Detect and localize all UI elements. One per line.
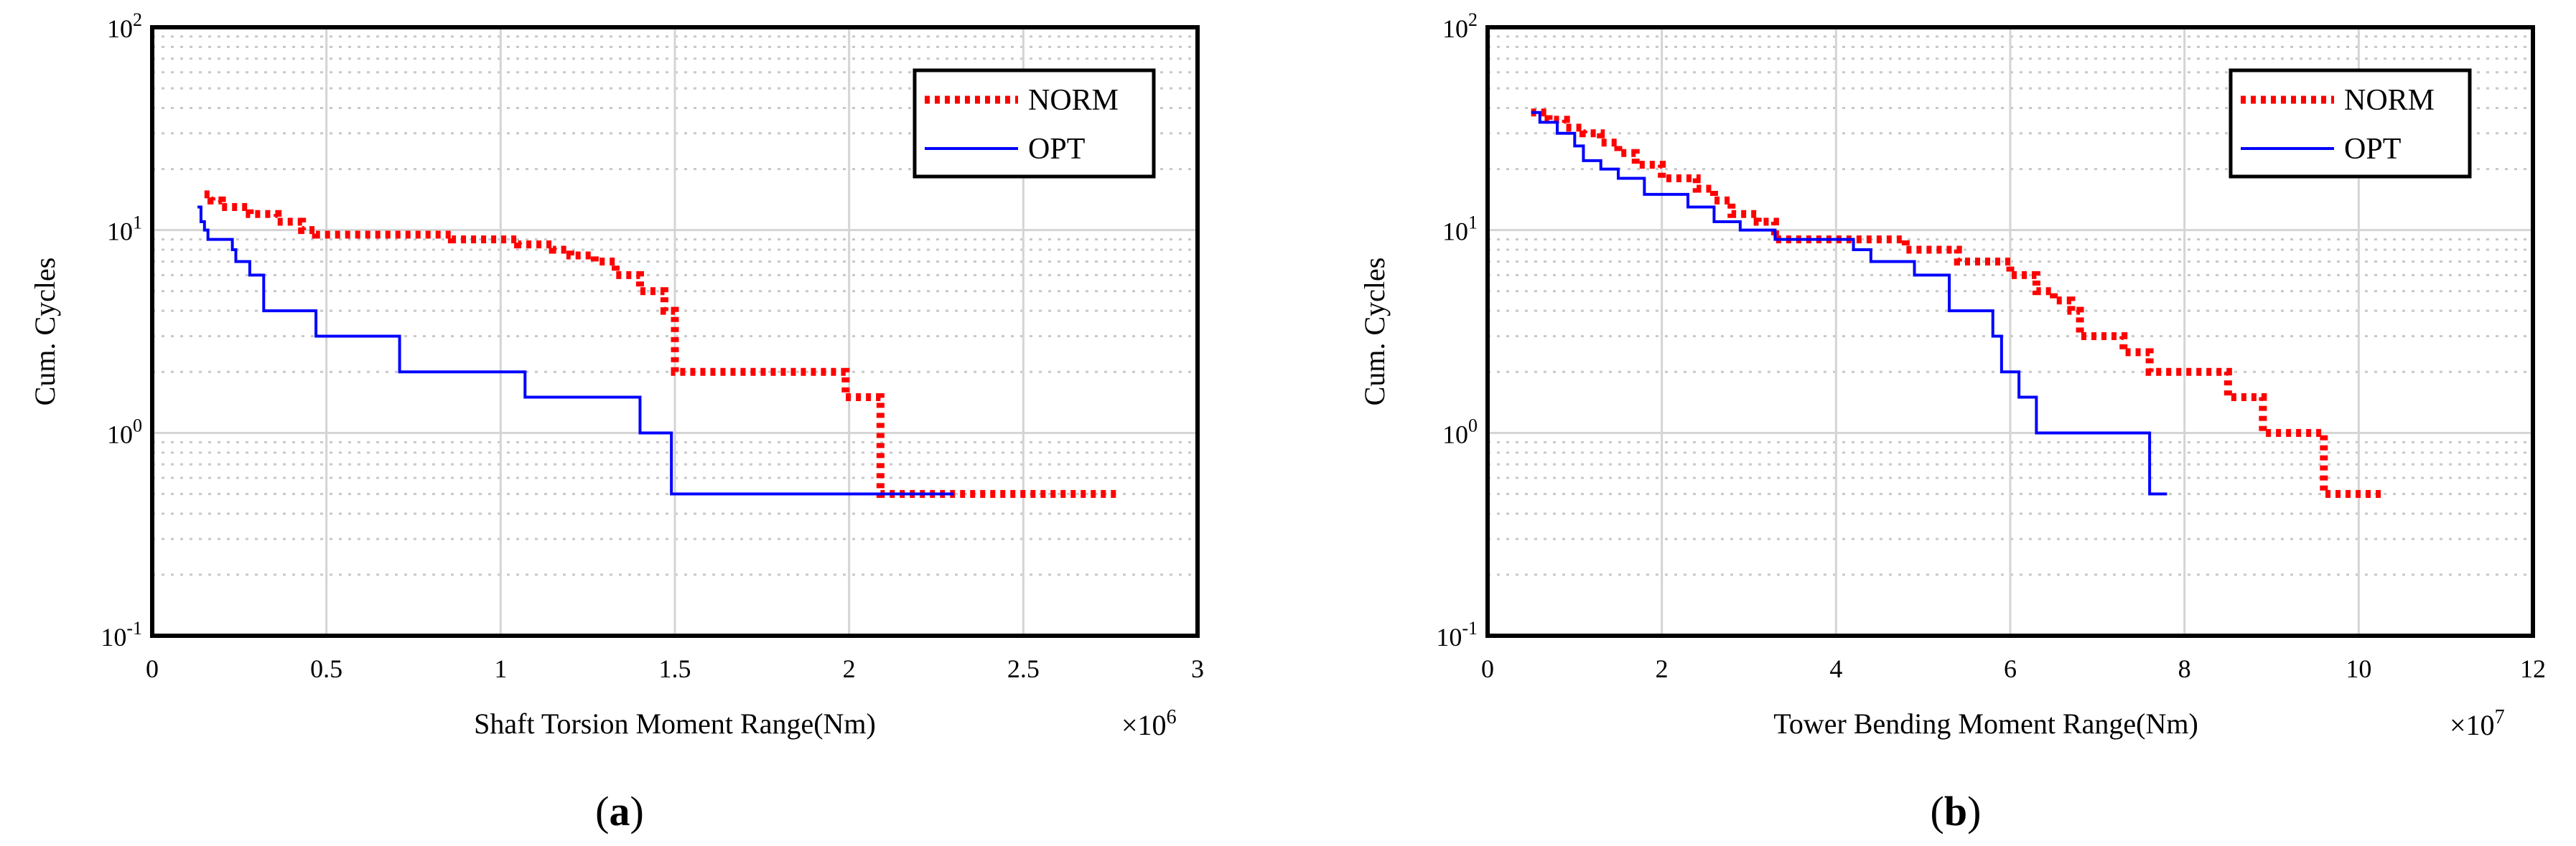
y-tick-label: 101: [1442, 212, 1478, 246]
legend-box-b: [2229, 68, 2472, 179]
y-tick-label: 102: [1442, 9, 1478, 43]
legend-label-opt-b: OPT: [2344, 133, 2401, 166]
x-axis-label-a: Shaft Torsion Moment Range(Nm): [474, 708, 876, 740]
x-tick-labels-b: 0 2 4 6 8 10 12: [1481, 654, 2546, 683]
y-tick-label: 101: [107, 212, 142, 246]
x-tick-label: 2: [843, 654, 856, 683]
y-axis-label-b: Cum. Cycles: [1358, 258, 1391, 406]
x-tick-label: 10: [2346, 654, 2371, 683]
series-b: [1531, 108, 2385, 498]
x-tick-label: 1.5: [659, 654, 691, 683]
panel-b: 0 2 4 6 8 10 12 10-1 100 101 102 Cum. Cycles Towe…: [1358, 9, 2546, 835]
x-axis-label-b: Tower Bending Moment Range(Nm): [1773, 708, 2198, 740]
x-tick-label: 6: [2004, 654, 2017, 683]
legend-a: NORM OPT: [913, 68, 1156, 179]
plot-frame-a: [150, 25, 1200, 638]
legend-label-opt-a: OPT: [1028, 133, 1085, 166]
y-axis-label-a: Cum. Cycles: [29, 258, 61, 406]
legend-box-a: [913, 68, 1156, 179]
x-tick-label: 2: [1656, 654, 1669, 683]
x-tick-labels-a: 0 0.5 1 1.5 2 2.5 3: [146, 654, 1204, 683]
x-tick-label: 0: [146, 654, 159, 683]
plot-frame-b: [1485, 25, 2535, 638]
y-tick-label: 10-1: [101, 618, 142, 652]
caption-b: (b): [1931, 788, 1982, 835]
caption-a: (a): [595, 788, 644, 835]
series-line-opt: [1531, 111, 2167, 496]
y-tick-label: 10-1: [1436, 618, 1478, 652]
legend-label-norm-a: NORM: [1028, 84, 1119, 117]
series-line-norm: [204, 190, 1118, 498]
y-tick-labels-b: 10-1 100 101 102: [1436, 9, 1478, 652]
legend-label-norm-b: NORM: [2344, 84, 2435, 117]
x-tick-label: 4: [1829, 654, 1842, 683]
x-tick-label: 1: [494, 654, 507, 683]
series-a: [197, 190, 1118, 498]
x-multiplier-b: ×107: [2450, 706, 2505, 741]
y-tick-label: 102: [107, 9, 142, 43]
series-line-opt: [197, 205, 954, 496]
x-tick-label: 12: [2520, 654, 2546, 683]
y-tick-labels-a: 10-1 100 101 102: [101, 9, 142, 652]
y-tick-label: 100: [1442, 415, 1478, 448]
x-tick-label: 0: [1481, 654, 1494, 683]
x-multiplier-a: ×106: [1121, 706, 1177, 741]
x-tick-label: 0.5: [310, 654, 342, 683]
y-tick-label: 100: [107, 415, 142, 448]
legend-b: NORM OPT: [2229, 68, 2472, 179]
x-tick-label: 3: [1191, 654, 1204, 683]
x-tick-label: 8: [2178, 654, 2191, 683]
x-tick-label: 2.5: [1007, 654, 1040, 683]
